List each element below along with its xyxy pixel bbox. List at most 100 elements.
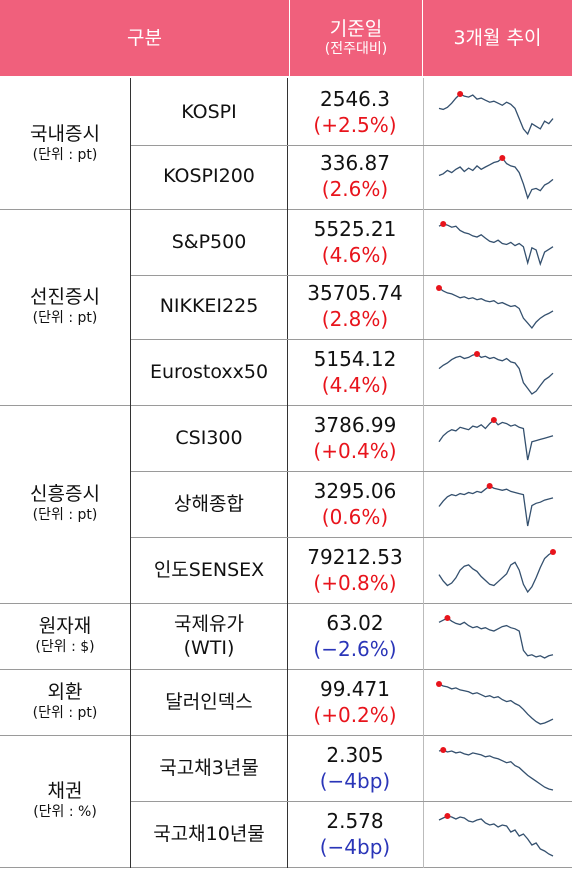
- instrument-name: 상해종합: [174, 493, 244, 515]
- sparkline-high-marker: [436, 681, 442, 687]
- weekly-change: (+0.4%): [313, 439, 397, 463]
- category-group: 신흥증시 (단위 : pt): [0, 404, 130, 602]
- category-label: 선진증시: [30, 286, 100, 308]
- value-cell: 5154.12 (4.4%): [289, 340, 421, 404]
- group-divider: [0, 209, 572, 210]
- value-cell: 63.02 (−2.6%): [289, 604, 421, 668]
- instrument-name: CSI300: [175, 427, 243, 449]
- header-value-sublabel: (전주대비): [324, 41, 388, 57]
- weekly-change: (2.6%): [321, 177, 389, 201]
- sparkline-path: [438, 419, 554, 461]
- instrument-name: 국제유가 (WTI): [174, 613, 244, 659]
- column-divider: [423, 78, 424, 868]
- table-header: 구분 기준일 (전주대비) 3개월 추이: [0, 0, 572, 76]
- value-cell: 5525.21 (4.6%): [289, 210, 421, 274]
- sparkline-high-marker: [440, 221, 447, 227]
- sparkline-path: [438, 683, 554, 725]
- row-divider: [131, 471, 572, 472]
- trend-sparkline: [436, 285, 554, 330]
- row-divider: [131, 145, 572, 146]
- instrument-value: 2.305: [326, 743, 384, 767]
- instrument-value: 79212.53: [307, 545, 403, 569]
- header-trend: 3개월 추이: [423, 0, 572, 76]
- instrument-value: 35705.74: [307, 281, 403, 305]
- weekly-change: (4.6%): [321, 243, 389, 267]
- value-cell: 3786.99 (+0.4%): [289, 406, 421, 470]
- sparkline-high-marker: [486, 483, 493, 489]
- instrument-name: KOSPI: [181, 101, 237, 123]
- trend-sparkline: [438, 417, 554, 461]
- value-cell: 2546.3 (+2.5%): [289, 80, 421, 144]
- trend-sparkline: [438, 483, 554, 527]
- group-divider: [0, 669, 572, 670]
- value-cell: 2.578 (−4bp): [289, 802, 421, 866]
- instrument-value: 5525.21: [313, 217, 397, 241]
- weekly-change: (2.8%): [321, 307, 389, 331]
- instrument-value: 336.87: [320, 151, 390, 175]
- trend-sparkline: [438, 549, 556, 594]
- header-value: 기준일 (전주대비): [290, 0, 422, 76]
- sparkline-high-marker: [436, 285, 442, 291]
- category-label: 국내증시: [30, 123, 100, 145]
- weekly-change: (−4bp): [319, 769, 391, 793]
- weekly-change: (0.6%): [321, 505, 389, 529]
- instrument-value: 2.578: [326, 809, 384, 833]
- header-trend-label: 3개월 추이: [453, 27, 542, 49]
- header-category-label: 구분: [127, 27, 162, 49]
- instrument-name: 달러인덱스: [165, 691, 253, 713]
- row-divider: [131, 339, 572, 340]
- instrument-name: 국고채10년물: [153, 823, 265, 845]
- category-unit: (단위 : %): [33, 804, 97, 820]
- category-unit: (단위 : pt): [32, 147, 98, 163]
- trend-sparkline: [438, 615, 554, 659]
- category-unit: (단위 : pt): [32, 507, 98, 523]
- instrument-value: 63.02: [326, 611, 384, 635]
- value-cell: 3295.06 (0.6%): [289, 472, 421, 536]
- sparkline-path: [438, 353, 554, 395]
- instrument-value: 99.471: [320, 677, 390, 701]
- sparkline-high-marker: [440, 747, 447, 753]
- row-divider: [131, 801, 572, 802]
- instrument-name: S&P500: [171, 231, 247, 253]
- group-divider: [0, 603, 572, 604]
- trend-sparkline: [438, 155, 554, 200]
- sparkline-path: [438, 93, 554, 136]
- category-group: 원자재 (단위 : $): [0, 602, 130, 668]
- category-label: 원자재: [38, 615, 92, 637]
- category-group: 채권 (단위 : %): [0, 734, 130, 866]
- sparkline-path: [438, 617, 554, 659]
- sparkline-path: [438, 551, 554, 594]
- trend-sparkline: [438, 91, 554, 136]
- category-group: 외환 (단위 : pt): [0, 668, 130, 734]
- sparkline-high-marker: [490, 417, 497, 423]
- category-group: 국내증시 (단위 : pt): [0, 78, 130, 208]
- sparkline-path: [438, 287, 554, 330]
- trend-sparkline: [438, 747, 554, 791]
- value-cell: 99.471 (+0.2%): [289, 670, 421, 734]
- instrument-name: Eurostoxx50: [149, 361, 269, 383]
- header-value-label: 기준일: [329, 18, 383, 40]
- category-unit: (단위 : $): [35, 639, 95, 655]
- sparkline-path: [438, 815, 554, 857]
- instrument-value: 5154.12: [313, 347, 397, 371]
- value-cell: 336.87 (2.6%): [289, 144, 421, 208]
- instrument-name: 인도SENSEX: [153, 559, 265, 581]
- sparkline-high-marker: [457, 91, 464, 97]
- weekly-change: (−4bp): [319, 835, 391, 859]
- column-divider: [130, 78, 131, 868]
- instrument-name: KOSPI200: [163, 165, 255, 187]
- weekly-change: (4.4%): [321, 373, 389, 397]
- category-label: 채권: [47, 780, 83, 802]
- group-divider: [0, 867, 572, 868]
- row-divider: [131, 275, 572, 276]
- category-label: 외환: [47, 681, 83, 703]
- trend-sparkline: [438, 351, 554, 395]
- row-divider: [131, 537, 572, 538]
- group-divider: [0, 405, 572, 406]
- sparkline-high-marker: [444, 615, 451, 621]
- weekly-change: (+0.8%): [313, 571, 397, 595]
- trend-sparkline: [436, 681, 554, 725]
- value-cell: 35705.74 (2.8%): [289, 274, 421, 338]
- trend-sparkline: [438, 221, 554, 267]
- value-cell: 79212.53 (+0.8%): [289, 538, 421, 602]
